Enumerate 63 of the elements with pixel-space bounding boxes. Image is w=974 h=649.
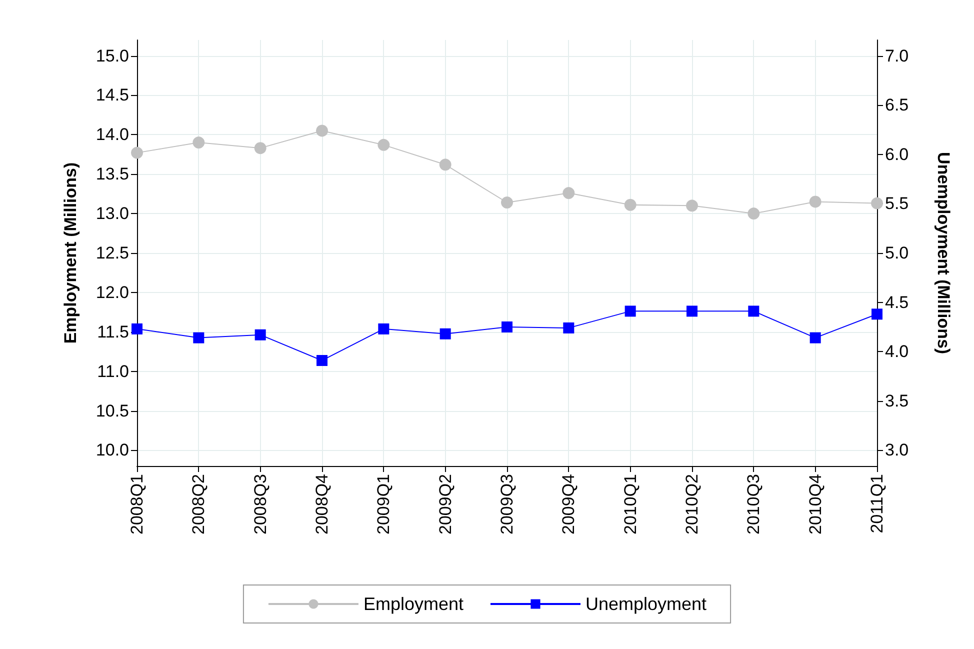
y-tick-label: 11.0: [97, 362, 129, 381]
point: [686, 200, 698, 212]
point: [192, 136, 205, 149]
y2-tick-label: 6.0: [885, 144, 909, 164]
y2-tick-label: 3.5: [885, 391, 909, 410]
y-tick-label: 14.5: [96, 86, 129, 105]
y2-tick-label: 6.5: [885, 96, 909, 115]
point: [502, 321, 512, 332]
y-tick-label: 13.0: [96, 204, 129, 224]
point: [378, 138, 390, 151]
point: [193, 332, 204, 344]
x-tick-label: 2009Q4: [559, 474, 578, 534]
point: [810, 332, 821, 344]
point: [686, 306, 698, 317]
y-tick-label: 10.5: [96, 401, 129, 420]
y2-tick-label: 4.5: [885, 292, 909, 312]
point: [809, 196, 822, 208]
point: [563, 322, 574, 334]
point: [562, 187, 575, 200]
y-tick-label: 15.0: [96, 46, 129, 66]
x-tick-label: 2008Q4: [312, 474, 332, 534]
point: [254, 329, 266, 340]
point: [254, 142, 266, 154]
y2-tick-label: 5.5: [885, 194, 909, 214]
y-tick-label: 14.0: [96, 125, 129, 144]
x-tick-label: 2010Q3: [744, 474, 764, 534]
point: [872, 308, 882, 320]
legend-label: Unemployment: [585, 594, 707, 614]
x-tick-label: 2010Q2: [682, 474, 702, 534]
point: [748, 208, 760, 220]
point: [440, 328, 451, 340]
y-tick-label: 12.0: [96, 282, 129, 302]
x-tick-label: 2009Q3: [498, 474, 516, 534]
x-tick-label: 2009Q2: [436, 474, 455, 534]
point: [501, 196, 513, 209]
point: [316, 124, 328, 137]
y-tick-label: 11.5: [97, 322, 129, 342]
y-tick-label: 10.0: [96, 440, 129, 460]
point: [624, 198, 636, 211]
point: [131, 146, 143, 159]
y2-tick-label: 3.0: [885, 440, 909, 460]
point: [871, 197, 883, 210]
x-tick-label: 2008Q2: [189, 474, 208, 534]
x-tick-label: 2010Q1: [620, 474, 640, 534]
point: [132, 323, 142, 334]
x-tick-label: 2011Q1: [868, 474, 886, 534]
y2-tick-label: 7.0: [885, 46, 909, 66]
y2-tick-label: 5.0: [885, 244, 909, 262]
y-tick-label: 12.5: [96, 244, 129, 262]
x-tick-label: 2008Q1: [128, 474, 146, 534]
point: [624, 306, 636, 317]
x-tick-label: 2010Q4: [806, 474, 825, 534]
x-tick-label: 2008Q3: [250, 474, 270, 534]
legend-label: Employment: [363, 594, 464, 614]
point: [439, 158, 452, 171]
y-tick-label: 13.5: [96, 164, 129, 184]
point: [748, 306, 760, 317]
point: [316, 354, 328, 366]
y2-tick-label: 4.0: [885, 342, 909, 362]
point: [378, 323, 390, 334]
y-axis-title: Employment (Millions): [61, 162, 80, 344]
y2-axis-title: Unemployment (Millions): [934, 152, 953, 354]
x-tick-label: 2009Q1: [374, 474, 394, 534]
